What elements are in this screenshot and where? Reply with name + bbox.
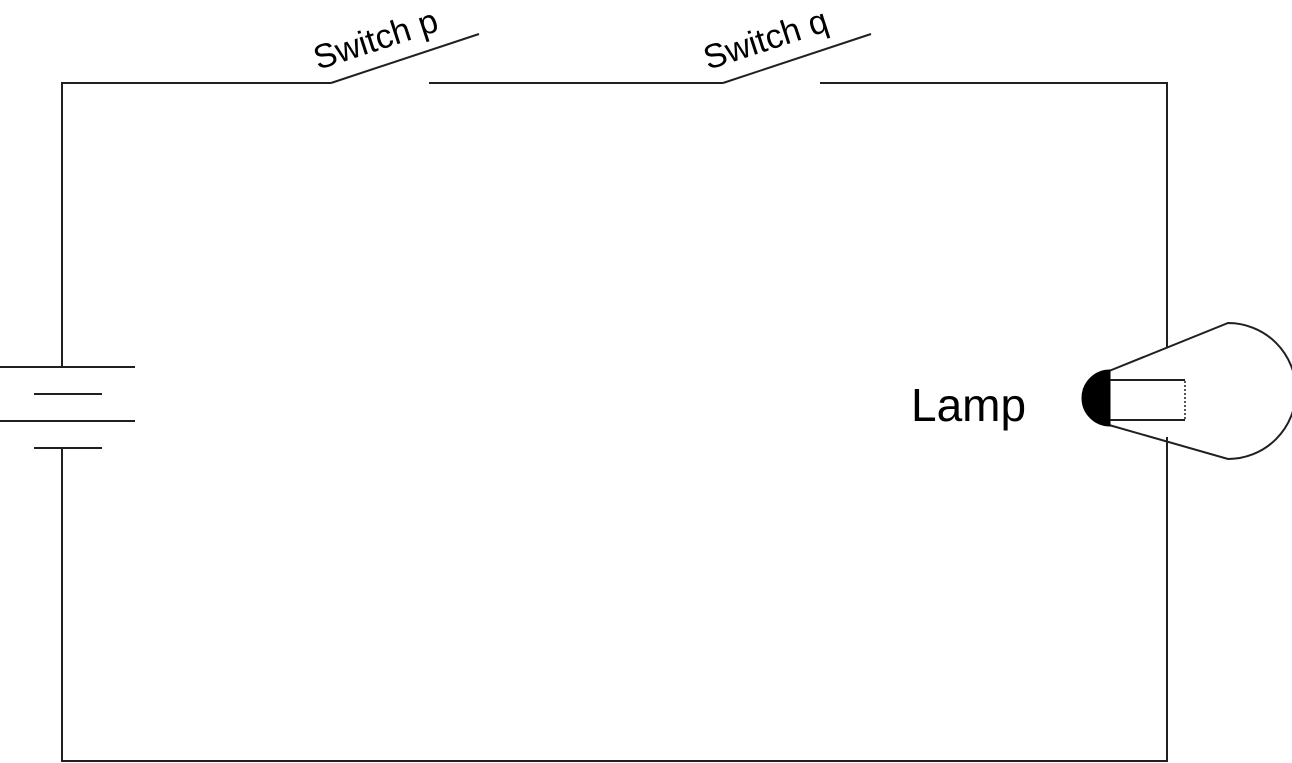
wire-left-upper [61, 82, 331, 366]
switch-q-label: Switch q [699, 2, 833, 78]
circuit-wires [61, 82, 1168, 762]
switch-p-lever [330, 33, 480, 84]
lamp-icon [1081, 321, 1292, 461]
battery-icon [0, 366, 135, 449]
switch-q-lever [722, 33, 872, 84]
switch-p[interactable]: Switch p [309, 2, 480, 84]
switch-q[interactable]: Switch q [699, 2, 872, 84]
wire-right-lower-and-bottom [61, 437, 1168, 762]
switch-p-label: Switch p [309, 2, 443, 78]
lamp-label: Lamp [911, 379, 1026, 431]
lamp-base [1081, 369, 1111, 427]
lamp-bulb-outline [1108, 321, 1292, 461]
wire-right-upper [820, 82, 1168, 347]
